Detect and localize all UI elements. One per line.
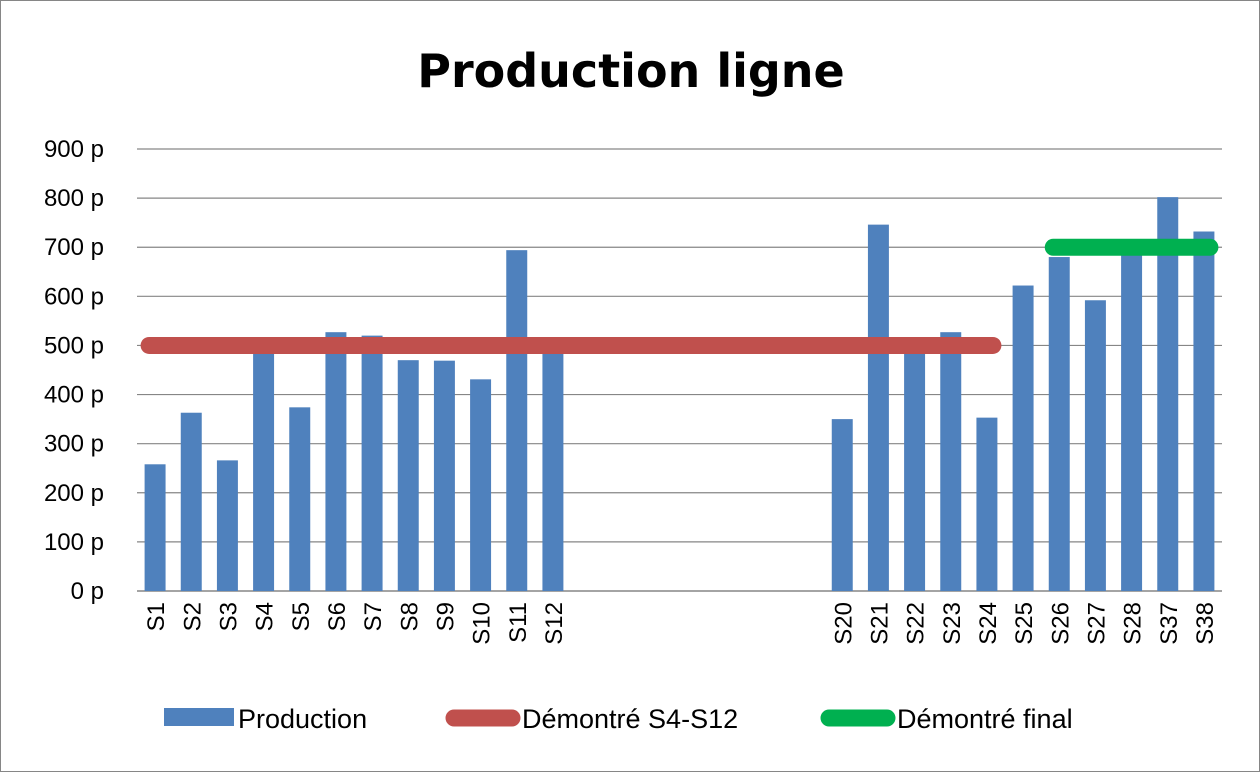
bar-S5 [289, 407, 311, 591]
x-tick-label: S4 [252, 602, 279, 631]
x-tick-label: S6 [324, 602, 351, 631]
x-tick-label: S11 [505, 602, 532, 643]
bar-S10 [470, 379, 492, 591]
bar-S24 [976, 417, 998, 591]
bar-S9 [433, 360, 455, 591]
legend-swatch-bar [164, 708, 234, 726]
legend: Production Démontré S4-S12 Démontré final [164, 704, 1073, 734]
bar-S38 [1193, 231, 1215, 592]
y-tick-label: 900 p [44, 136, 104, 163]
x-tick-label: S26 [1047, 602, 1074, 645]
bar-S4 [253, 350, 275, 591]
legend-label: Démontré S4-S12 [522, 704, 738, 734]
bar-S8 [397, 360, 419, 591]
bar-S21 [867, 224, 889, 591]
bar-S25 [1012, 285, 1034, 591]
bar-S28 [1121, 252, 1143, 591]
x-tick-label: S1 [143, 602, 170, 631]
bar-S3 [216, 460, 238, 591]
y-tick-label: 200 p [44, 480, 104, 507]
x-tick-label: S8 [396, 602, 423, 631]
x-tick-label: S2 [179, 602, 206, 631]
bar-S27 [1084, 300, 1106, 591]
x-tick-label: S27 [1083, 602, 1110, 645]
reference-lines [140, 238, 1219, 354]
x-tick-label: S7 [360, 602, 387, 631]
bar-S1 [144, 464, 166, 591]
x-tick-label: S12 [541, 602, 568, 645]
y-tick-label: 300 p [44, 431, 104, 458]
bar-S6 [325, 332, 347, 591]
y-tick-label: 700 p [44, 234, 104, 261]
x-tick-label: S22 [903, 602, 930, 645]
x-tick-label: S38 [1192, 602, 1219, 645]
x-axis-tick-labels: S1 S2 S3 S4 S5 S6 S7 S8 S9 S10 S11 S12 S20 S21 S22 S23 S… [143, 602, 1219, 645]
x-tick-label: S3 [215, 602, 242, 631]
x-tick-label: S20 [830, 602, 857, 645]
legend-label: Démontré final [897, 704, 1073, 734]
x-tick-label: S5 [288, 602, 315, 631]
y-axis-tick-labels: 0 p 100 p 200 p 300 p 400 p 500 p 600 p 700 p 80… [44, 136, 104, 605]
bar-S7 [361, 335, 383, 591]
y-tick-label: 100 p [44, 529, 104, 556]
y-tick-label: 400 p [44, 382, 104, 409]
bar-S23 [940, 332, 962, 591]
bar-S26 [1048, 257, 1070, 591]
x-tick-label: S21 [866, 602, 893, 645]
bar-S22 [904, 350, 926, 591]
x-tick-label: S37 [1156, 602, 1183, 645]
bar-S11 [506, 250, 528, 591]
x-tick-label: S25 [1011, 602, 1038, 645]
bar-S12 [542, 350, 564, 591]
bars [144, 197, 1215, 592]
bar-S20 [831, 419, 853, 591]
y-tick-label: 0 p [71, 578, 104, 605]
legend-label: Production [238, 704, 367, 734]
y-tick-label: 800 p [44, 185, 104, 212]
y-tick-label: 500 p [44, 332, 104, 359]
y-tick-label: 600 p [44, 283, 104, 310]
bar-S37 [1157, 197, 1179, 591]
x-tick-label: S23 [939, 602, 966, 645]
x-tick-label: S10 [469, 602, 496, 645]
x-tick-label: S24 [975, 602, 1002, 645]
x-tick-label: S9 [432, 602, 459, 631]
bar-S2 [180, 412, 202, 591]
chart-title: Production ligne [417, 44, 844, 98]
x-tick-label: S28 [1120, 602, 1147, 645]
